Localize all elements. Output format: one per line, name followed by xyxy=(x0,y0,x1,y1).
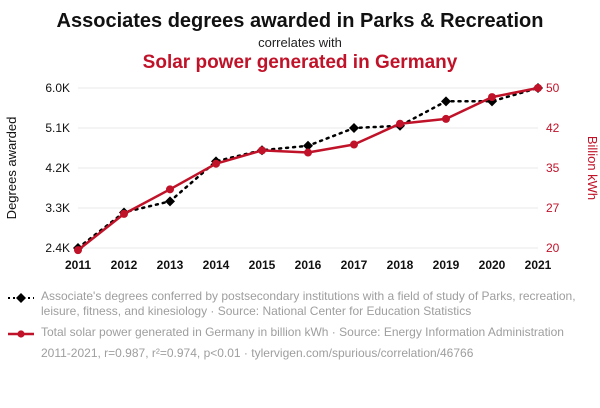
left-axis-title: Degrees awarded xyxy=(4,117,19,220)
left-axis-tick-label: 5.1K xyxy=(45,121,70,135)
data-point-solar xyxy=(166,185,174,194)
x-axis-tick-label: 2017 xyxy=(341,258,368,272)
data-point-solar xyxy=(258,146,266,155)
series-line-solar xyxy=(76,86,540,252)
x-axis-tick-label: 2016 xyxy=(295,258,322,272)
data-point-solar xyxy=(120,209,128,218)
data-point-solar xyxy=(396,119,404,128)
right-axis-tick-label: 42 xyxy=(546,121,560,135)
chart-legend: Associate's degrees conferred by postsec… xyxy=(8,289,592,340)
x-axis-tick-label: 2019 xyxy=(433,258,460,272)
chart-connector-text: correlates with xyxy=(258,35,342,50)
left-axis-tick-label: 4.2K xyxy=(45,161,70,175)
x-axis-tick-label: 2021 xyxy=(525,258,552,272)
data-point-degrees xyxy=(441,96,451,107)
x-axis-tick-label: 2020 xyxy=(479,258,506,272)
data-point-solar xyxy=(488,93,496,102)
right-axis-tick-label: 27 xyxy=(546,201,560,215)
footer-stats: 2011-2021, r=0.987, r²=0.974, p<0.01 · t… xyxy=(41,346,474,360)
legend-diamond xyxy=(16,293,26,303)
data-point-solar xyxy=(350,140,358,149)
x-axis-tick-label: 2014 xyxy=(203,258,230,272)
left-axis-tick-label: 2.4K xyxy=(45,241,70,255)
x-axis-tick-label: 2012 xyxy=(111,258,138,272)
chart-title-primary: Associates degrees awarded in Parks & Re… xyxy=(56,10,544,32)
circle-marker-icon xyxy=(8,330,34,338)
chart-header: Associates degrees awarded in Parks & Re… xyxy=(0,10,600,74)
data-point-solar xyxy=(212,159,220,168)
chart-title-secondary: Solar power generated in Germany xyxy=(142,52,458,73)
line-chart-canvas: 2.4K 3.3K 4.2K 5.1K 6.0K 20 27 35 42 50 2011 2012 20… xyxy=(4,81,600,272)
data-point-degrees xyxy=(303,140,313,151)
right-axis-tick-label: 20 xyxy=(546,241,560,255)
data-point-solar xyxy=(442,114,450,123)
legend-text-degrees: Associate's degrees conferred by postsec… xyxy=(41,289,576,318)
x-axis-tick-label: 2018 xyxy=(387,258,414,272)
x-axis-tick-label: 2015 xyxy=(249,258,276,272)
data-point-degrees xyxy=(349,123,359,133)
data-point-solar xyxy=(304,148,312,157)
data-point-degrees xyxy=(165,196,175,207)
right-axis-tick-label: 50 xyxy=(546,81,560,95)
x-axis-tick-label: 2011 xyxy=(65,258,91,272)
left-axis-tick-label: 6.0K xyxy=(45,81,70,95)
left-axis-tick-label: 3.3K xyxy=(45,201,70,215)
legend-circle xyxy=(17,330,25,338)
legend-item-degrees: Associate's degrees conferred by postsec… xyxy=(8,289,592,319)
x-axis-tick-label: 2013 xyxy=(157,258,184,272)
right-axis-tick-label: 35 xyxy=(546,161,560,175)
right-axis-title: Billion kWh xyxy=(585,136,600,200)
legend-item-solar: Total solar power generated in Germany i… xyxy=(8,325,592,340)
legend-text-solar: Total solar power generated in Germany i… xyxy=(41,325,564,339)
data-point-solar xyxy=(74,246,82,255)
diamond-marker-icon xyxy=(8,293,34,303)
data-point-solar xyxy=(534,84,542,92)
